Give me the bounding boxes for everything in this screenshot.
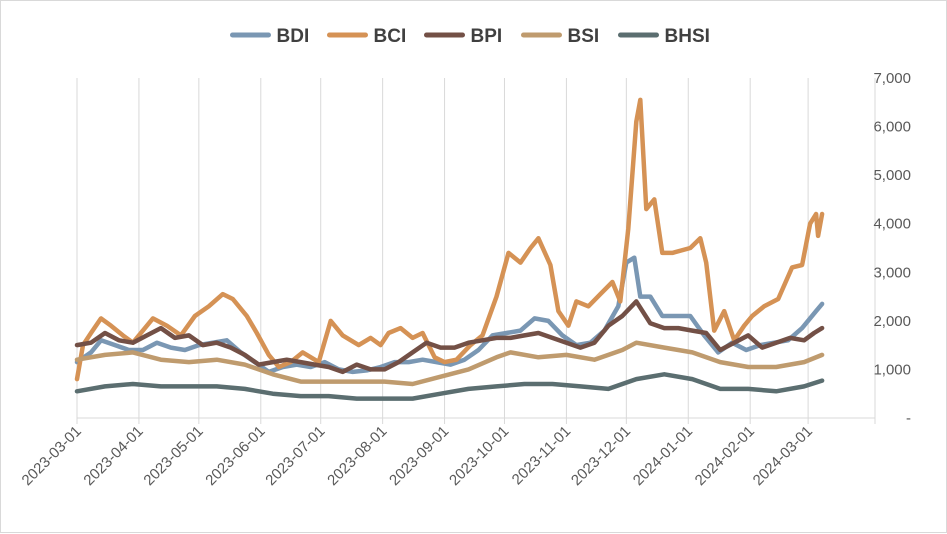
x-tick-label-12: 2024-03-01 [750,423,816,489]
x-tick-label-0: 2023-03-01 [19,423,85,489]
y-tick-label-1: 1,000 [873,361,911,378]
legend-label-bci: BCI [374,26,407,47]
y-tick-label-7: 7,000 [873,70,911,87]
x-tick-label-1: 2023-04-01 [80,423,146,489]
y-tick-label-3: 3,000 [873,264,911,281]
legend-label-bpi: BPI [471,26,503,47]
x-tick-label-7: 2023-10-01 [446,423,512,489]
y-tick-label-2: 2,000 [873,313,911,330]
x-tick-label-8: 2023-11-01 [509,423,574,488]
legend-label-bsi: BSI [568,26,600,47]
y-tick-label-0: - [906,410,911,427]
x-tick-label-6: 2023-09-01 [386,423,452,489]
series-line-bsi [74,340,825,387]
legend-label-bdi: BDI [277,26,310,47]
x-tick-label-11: 2024-02-01 [692,423,758,489]
y-axis-tick-labels: - 1,000 2,000 3,000 4,000 5,000 6,000 7,000 [873,70,911,427]
gridlines [76,78,876,424]
series-line-bci [74,97,825,382]
x-axis-tick-labels: 2023-03-012023-04-012023-05-012023-06-01… [19,423,816,489]
x-tick-label-10: 2024-01-01 [630,423,696,489]
y-tick-label-6: 6,000 [873,119,911,136]
x-tick-label-4: 2023-07-01 [262,423,328,489]
x-tick-label-2: 2023-05-01 [140,423,206,489]
series-line-bhsi [74,372,825,401]
series-line-bpi [74,299,825,375]
series-lines [74,97,825,401]
x-tick-label-9: 2023-12-01 [568,423,634,489]
x-tick-label-3: 2023-06-01 [202,423,268,489]
y-tick-label-4: 4,000 [873,216,911,233]
x-tick-label-5: 2023-08-01 [324,423,390,489]
legend-label-bhsi: BHSI [665,26,710,47]
legend: BDI BCI BPI BSI BHSI [230,26,710,47]
y-tick-label-5: 5,000 [873,167,911,184]
